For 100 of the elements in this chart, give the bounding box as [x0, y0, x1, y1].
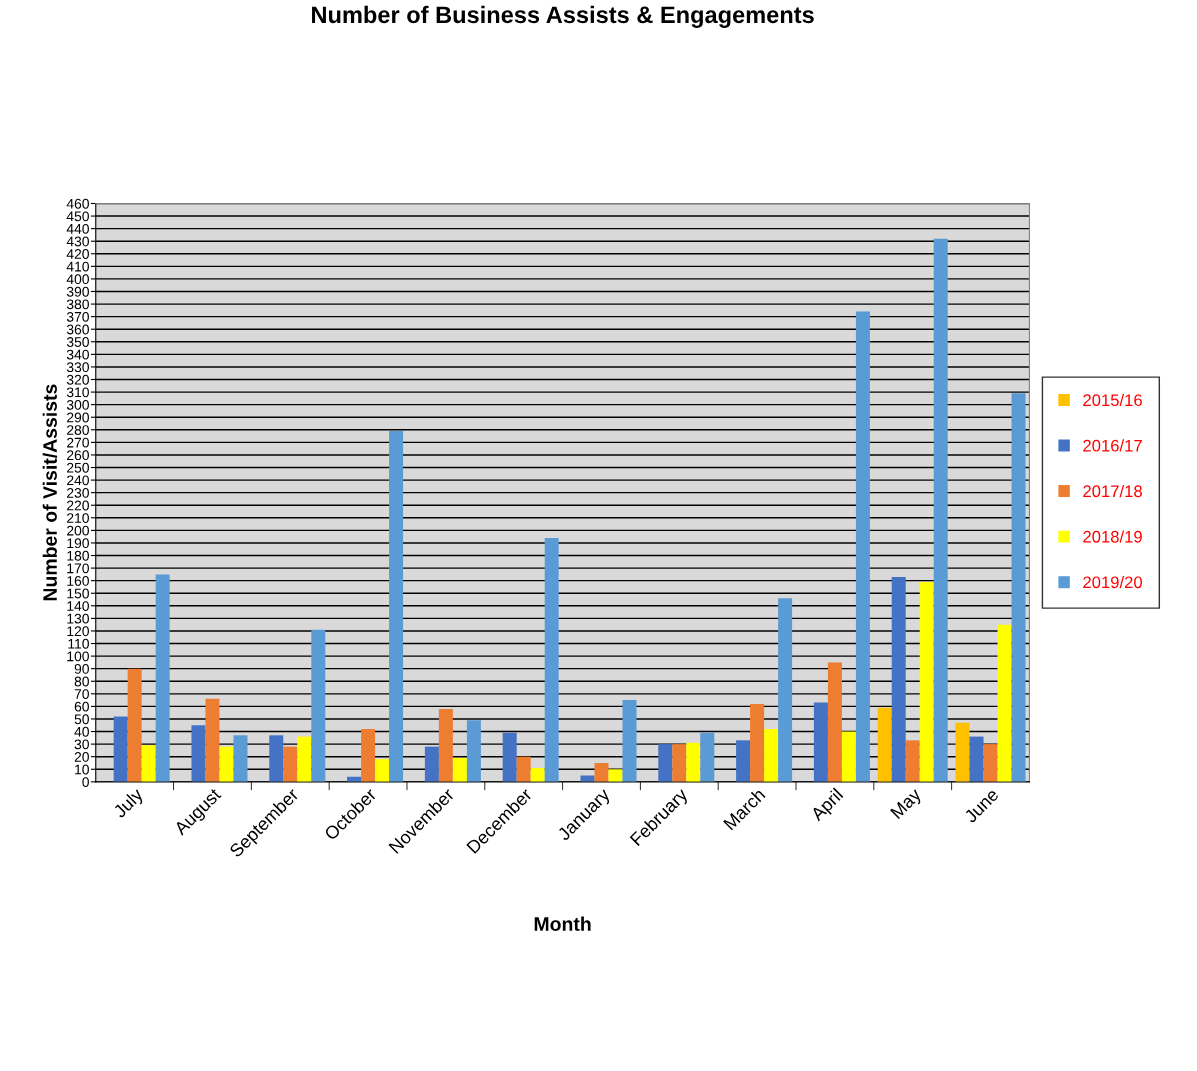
bar [219, 746, 234, 782]
bar [622, 700, 637, 782]
bar [969, 736, 984, 782]
bar [438, 708, 453, 782]
y-tick-label: 20 [74, 752, 89, 762]
y-tick-label: 220 [67, 500, 89, 511]
legend-label: 2019/20 [1083, 575, 1143, 589]
y-tick-label: 310 [66, 387, 89, 398]
bar [502, 732, 517, 782]
bar [113, 716, 128, 782]
y-tick-label: 110 [68, 638, 89, 649]
bar [813, 702, 828, 782]
bar [375, 759, 390, 782]
bar [191, 725, 206, 782]
bar [877, 707, 892, 782]
y-tick-label: 340 [66, 349, 89, 360]
y-tick-label: 140 [67, 601, 89, 611]
bar [905, 740, 920, 782]
bar [608, 769, 623, 782]
bar [955, 722, 970, 782]
y-tick-label: 190 [67, 538, 89, 549]
y-tick-label: 420 [66, 249, 89, 259]
y-tick-label: 300 [66, 399, 89, 410]
bar [297, 736, 312, 782]
bar [997, 624, 1012, 782]
y-tick-label: 80 [74, 676, 89, 687]
y-tick-label: 270 [67, 437, 89, 448]
bar [269, 735, 284, 782]
y-tick-label: 10 [75, 764, 89, 775]
legend-label: 2018/19 [1083, 530, 1142, 543]
y-tick-label: 170 [67, 563, 89, 574]
bar [233, 735, 248, 782]
y-tick-label: 70 [74, 689, 89, 699]
y-tick-label: 30 [74, 739, 89, 750]
y-tick-label: 280 [67, 425, 89, 435]
bar [672, 744, 687, 782]
y-tick-label: 180 [67, 550, 89, 561]
bar [658, 744, 673, 782]
bar [544, 537, 559, 782]
bar [841, 731, 856, 782]
legend-label: 2016/17 [1083, 439, 1142, 452]
y-tick-label: 460 [66, 198, 89, 209]
bar [827, 662, 842, 782]
chart-title: Number of Business Assists & Engagements [312, 5, 814, 28]
bar [933, 238, 948, 782]
legend-label: 2015/16 [1083, 393, 1142, 407]
legend-label: 2017/18 [1083, 484, 1142, 498]
y-tick-label: 400 [66, 274, 89, 285]
y-tick-label: 50 [74, 714, 89, 725]
y-tick-label: 320 [66, 374, 89, 385]
bar [919, 581, 934, 782]
bar [594, 762, 609, 782]
y-tick-label: 250 [67, 462, 89, 473]
y-tick-label: 430 [66, 236, 89, 247]
bar [700, 732, 715, 782]
y-tick-label: 200 [67, 525, 89, 536]
y-tick-label: 150 [67, 588, 89, 599]
x-tick-label: July [112, 786, 147, 822]
x-axis-title: Month [534, 916, 591, 931]
bar [311, 629, 326, 782]
bar [778, 598, 793, 782]
y-tick-label: 210 [67, 513, 89, 523]
bar [141, 745, 156, 782]
bar [750, 703, 765, 782]
y-tick-label: 380 [66, 299, 89, 310]
bar [205, 698, 220, 782]
bar [736, 740, 751, 782]
y-tick-label: 260 [67, 450, 89, 461]
bar [686, 742, 701, 782]
y-tick-label: 60 [74, 701, 89, 712]
y-tick-label: 120 [67, 626, 89, 637]
y-tick-label: 230 [67, 487, 89, 498]
y-tick-label: 40 [74, 726, 89, 737]
y-tick-label: 90 [74, 664, 89, 674]
bar [983, 744, 998, 782]
y-tick-label: 0 [82, 777, 89, 787]
y-tick-label: 360 [66, 324, 89, 335]
x-tick-label: May [890, 787, 925, 822]
bar [424, 746, 439, 782]
bar [891, 576, 906, 782]
y-tick-label: 390 [66, 286, 89, 297]
bar [855, 311, 870, 782]
y-tick-label: 410 [66, 261, 89, 272]
y-tick-label: 240 [67, 475, 89, 486]
bar [127, 668, 142, 782]
bar [764, 729, 779, 782]
y-axis-title: Number of Visit/Assists [42, 384, 58, 601]
bar [361, 729, 376, 782]
bar [466, 720, 481, 782]
y-tick-label: 370 [66, 311, 89, 322]
bar [389, 431, 404, 782]
y-tick-label: 290 [67, 412, 89, 423]
y-tick-label: 450 [66, 211, 89, 222]
bar [452, 757, 467, 782]
y-tick-label: 350 [66, 337, 89, 347]
bar [155, 574, 170, 782]
y-tick-label: 330 [66, 362, 89, 373]
y-tick-label: 440 [66, 223, 89, 234]
bar [1011, 393, 1026, 782]
y-tick-label: 100 [67, 651, 89, 662]
